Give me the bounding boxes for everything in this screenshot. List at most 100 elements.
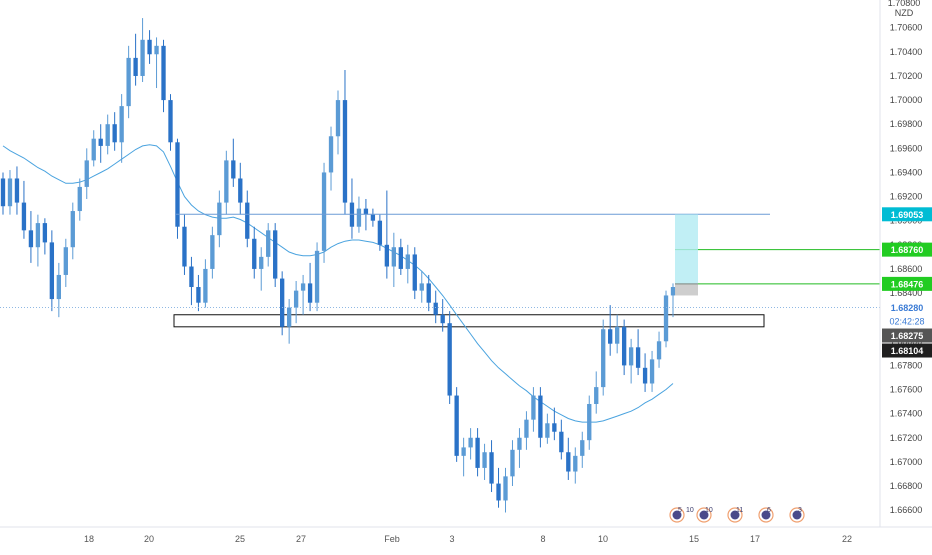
candle-body: [98, 138, 103, 146]
x-tick-label: Feb: [384, 534, 400, 544]
event-marker-dot: [761, 510, 771, 520]
candle: [42, 218, 48, 255]
candle-body: [335, 100, 341, 137]
y-tick-label: 1.70200: [890, 71, 923, 81]
candle: [503, 467, 508, 513]
x-tick-label: 20: [144, 534, 154, 544]
candle-body: [28, 230, 34, 248]
candle-body: [531, 395, 536, 420]
candle-body: [182, 226, 187, 267]
candle: [21, 180, 27, 239]
candle-body: [56, 274, 61, 300]
candle: [259, 247, 264, 291]
candle: [14, 166, 20, 215]
resistance-price-label[interactable]: 1.69053: [882, 207, 932, 222]
candle: [70, 202, 75, 260]
candle: [635, 329, 641, 376]
candle-body: [42, 223, 48, 243]
candle-body: [489, 452, 494, 484]
candle: [314, 242, 320, 312]
event-marker-count: 11: [736, 507, 743, 514]
candle-body: [559, 431, 564, 453]
countdown-text: 02:42:28: [889, 317, 924, 327]
candle-body: [440, 314, 445, 324]
event-marker[interactable]: 3: [789, 507, 805, 523]
candle-body: [370, 214, 376, 221]
candle-body: [342, 100, 348, 203]
y-tick-label: 1.67600: [890, 385, 923, 395]
stop-loss-zone[interactable]: [675, 283, 698, 296]
candle: [140, 18, 145, 83]
candle-body: [293, 290, 299, 308]
candle: [266, 223, 271, 267]
x-tick-label: 27: [296, 534, 306, 544]
current-price-label[interactable]: 1.68280: [882, 300, 932, 315]
y-tick-label: 1.68600: [890, 264, 923, 274]
y-tick-label: 1.69600: [890, 143, 923, 153]
event-marker[interactable]: 5 10: [669, 507, 694, 523]
candle-body: [663, 295, 669, 342]
target-1-price-label[interactable]: 1.68760: [882, 242, 932, 257]
candle: [398, 238, 403, 275]
y-tick-label: 1.69800: [890, 119, 923, 129]
candle-body: [196, 287, 201, 303]
candle: [280, 271, 285, 336]
candle-body: [503, 476, 508, 501]
candle: [468, 428, 473, 460]
y-tick-label: 1.67000: [890, 457, 923, 467]
candle: [161, 39, 166, 113]
candle-body: [649, 359, 655, 384]
candle-body: [140, 39, 145, 76]
candle: [84, 148, 89, 199]
take-profit-zone[interactable]: [675, 214, 698, 284]
bid-price-label[interactable]: 1.68275: [882, 328, 932, 343]
candle-body: [580, 440, 585, 456]
candle: [168, 94, 173, 151]
resistance-price-label-bg: [882, 207, 932, 222]
candle-body: [384, 244, 390, 267]
candle: [587, 395, 592, 450]
candle: [656, 331, 662, 368]
candle: [580, 431, 585, 468]
candle-body: [670, 287, 676, 296]
event-marker-count: 5: [678, 507, 682, 514]
candle: [419, 271, 424, 303]
countdown-bg: [882, 314, 932, 328]
target-2-price-label-text: 1.68476: [891, 279, 924, 289]
candle-body: [210, 235, 215, 269]
event-marker[interactable]: 11: [727, 507, 743, 523]
low-price-label[interactable]: 1.68104: [882, 343, 932, 358]
event-marker[interactable]: 6: [758, 507, 774, 523]
candle: [133, 33, 138, 86]
resistance-price-label-text: 1.69053: [891, 210, 924, 220]
candle-body: [391, 247, 396, 267]
candle-body: [594, 387, 599, 404]
candle: [300, 274, 306, 315]
candle-body: [496, 483, 501, 501]
candle: [517, 428, 522, 468]
candle-body: [628, 347, 634, 366]
candle: [321, 162, 327, 263]
support-zone-box[interactable]: [173, 314, 765, 328]
candle: [49, 230, 55, 312]
candle-body: [7, 178, 13, 207]
y-axis-currency: NZD: [895, 8, 914, 18]
candle-body: [273, 230, 278, 279]
event-marker-dot: [792, 510, 802, 520]
event-marker[interactable]: 10: [696, 507, 713, 523]
y-tick-label: 1.70400: [890, 47, 923, 57]
candle: [663, 290, 669, 348]
candle-body: [426, 283, 431, 303]
event-marker-dot: [672, 510, 682, 520]
y-tick-label: 1.69400: [890, 167, 923, 177]
target-1-price-label-bg: [882, 242, 932, 257]
candle: [328, 126, 334, 191]
candle-body: [405, 254, 410, 269]
candle-body: [147, 39, 152, 55]
target-2-price-label-bg: [882, 276, 932, 291]
target-2-price-label[interactable]: 1.68476: [882, 276, 932, 291]
candle: [545, 413, 550, 444]
